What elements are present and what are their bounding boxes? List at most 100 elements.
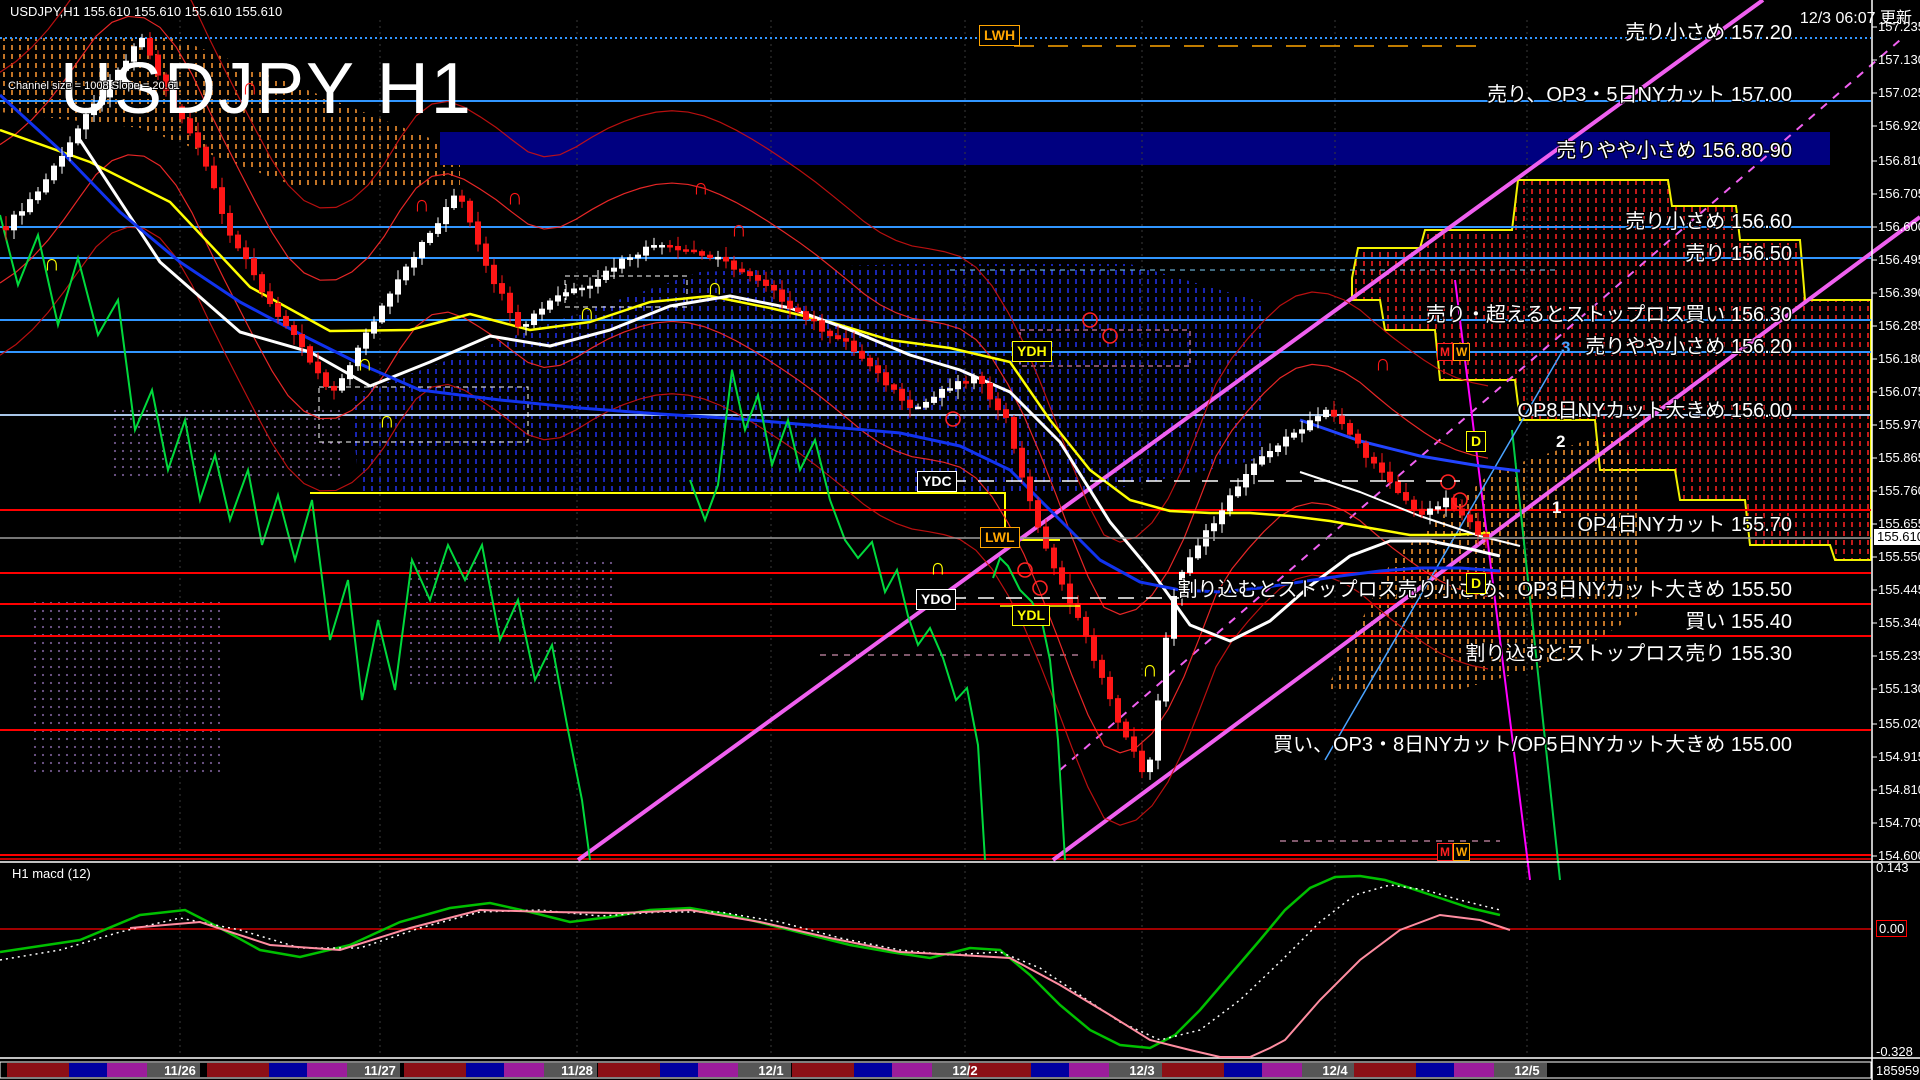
price-axis-tick: 156.180 — [1878, 351, 1920, 366]
candle — [1219, 510, 1225, 525]
channel-line[interactable] — [576, 0, 1765, 862]
candle — [627, 257, 633, 260]
candle — [1355, 433, 1361, 444]
wave-count-line[interactable] — [1324, 349, 1564, 761]
candle — [891, 384, 897, 390]
candle — [1307, 420, 1313, 431]
time-axis-label: 12/2 — [952, 1063, 978, 1078]
candle — [571, 288, 577, 294]
candle — [331, 385, 337, 391]
macd-min-value: -0.328 — [1876, 1044, 1913, 1059]
price-annotation: 売りやや小さめ 156.20 — [1585, 336, 1792, 358]
candle — [1227, 495, 1233, 512]
candle — [35, 191, 41, 201]
price-annotation: OP8日NYカット大きめ 156.00 — [1517, 400, 1792, 422]
candle — [347, 365, 353, 380]
macd-max-value: 0.143 — [1876, 860, 1909, 875]
candle — [739, 268, 745, 273]
time-axis-label: 11/28 — [561, 1063, 593, 1078]
candle — [195, 132, 201, 148]
candle — [611, 267, 617, 272]
candle — [787, 300, 793, 309]
time-axis-label: 12/3 — [1129, 1063, 1155, 1078]
candle — [147, 37, 153, 56]
candle — [675, 245, 681, 251]
candle — [827, 330, 833, 337]
candle — [1387, 471, 1393, 483]
price-axis-tick: 155.020 — [1878, 716, 1920, 731]
ma-blue-proj — [1299, 418, 1521, 473]
candle — [1467, 514, 1473, 523]
candle — [699, 251, 705, 256]
wave-count-label: 1 — [1552, 498, 1562, 517]
candle — [91, 103, 97, 116]
envelope-line — [0, 15, 1489, 616]
candle — [1187, 557, 1193, 573]
candle — [803, 311, 809, 320]
price-axis-tick: 155.445 — [1878, 582, 1920, 597]
candle — [667, 245, 673, 248]
candle — [1363, 442, 1369, 458]
candle — [1379, 462, 1385, 473]
price-axis-tick: 155.340 — [1878, 615, 1920, 630]
horseshoe-marker-red: ∩ — [242, 73, 258, 100]
time-axis-label: 11/27 — [364, 1063, 396, 1078]
candle — [179, 106, 185, 120]
candle — [883, 372, 889, 386]
candle — [579, 287, 585, 291]
candle — [603, 270, 609, 280]
price-annotation: 売りやや小さめ 156.80-90 — [1556, 140, 1792, 162]
steep-trend-line[interactable] — [1511, 429, 1561, 881]
candle — [659, 245, 665, 248]
candle — [1267, 450, 1273, 458]
candle — [67, 142, 73, 157]
corner-counter: 185959 — [1876, 1063, 1920, 1078]
candle — [747, 271, 753, 276]
candle — [227, 212, 233, 236]
candle — [1083, 616, 1089, 637]
candle — [467, 200, 473, 223]
last-updated-timestamp: 12/3 06:07 更新 — [1799, 10, 1912, 27]
price-axis-tick: 155.235 — [1878, 648, 1920, 663]
candle — [1347, 423, 1353, 435]
candle — [387, 293, 393, 307]
candle — [243, 247, 249, 260]
steep-trend-line[interactable] — [1454, 279, 1531, 881]
signal-circle-marker — [1017, 562, 1033, 578]
candle — [683, 249, 689, 252]
candle — [931, 396, 937, 403]
candle — [507, 292, 513, 314]
candle — [491, 264, 497, 285]
candle — [1299, 429, 1305, 434]
candle — [531, 313, 537, 326]
zigzag-green — [0, 214, 591, 861]
candle — [1019, 447, 1025, 478]
price-axis-tick: 155.130 — [1878, 681, 1920, 696]
envelope-line — [0, 154, 1489, 754]
candle — [499, 283, 505, 294]
candle — [1251, 463, 1257, 476]
price-annotation: 売り小さめ 156.60 — [1625, 211, 1792, 233]
candle — [907, 399, 913, 409]
price-axis-tick: 154.705 — [1878, 815, 1920, 830]
candle — [515, 312, 521, 327]
candle — [187, 118, 193, 134]
candle — [691, 249, 697, 253]
candle — [459, 195, 465, 202]
candle — [259, 274, 265, 293]
candle — [555, 295, 561, 302]
candle — [875, 365, 881, 374]
candle — [643, 246, 649, 256]
candle — [1411, 499, 1417, 510]
candle — [291, 325, 297, 336]
candle — [211, 165, 217, 189]
candle — [403, 266, 409, 281]
candle — [1283, 436, 1289, 447]
candle — [155, 54, 161, 76]
candle — [539, 308, 545, 315]
candle — [1099, 659, 1105, 678]
price-axis-tick: 156.495 — [1878, 252, 1920, 267]
candle — [27, 199, 33, 213]
candle — [1291, 432, 1297, 438]
